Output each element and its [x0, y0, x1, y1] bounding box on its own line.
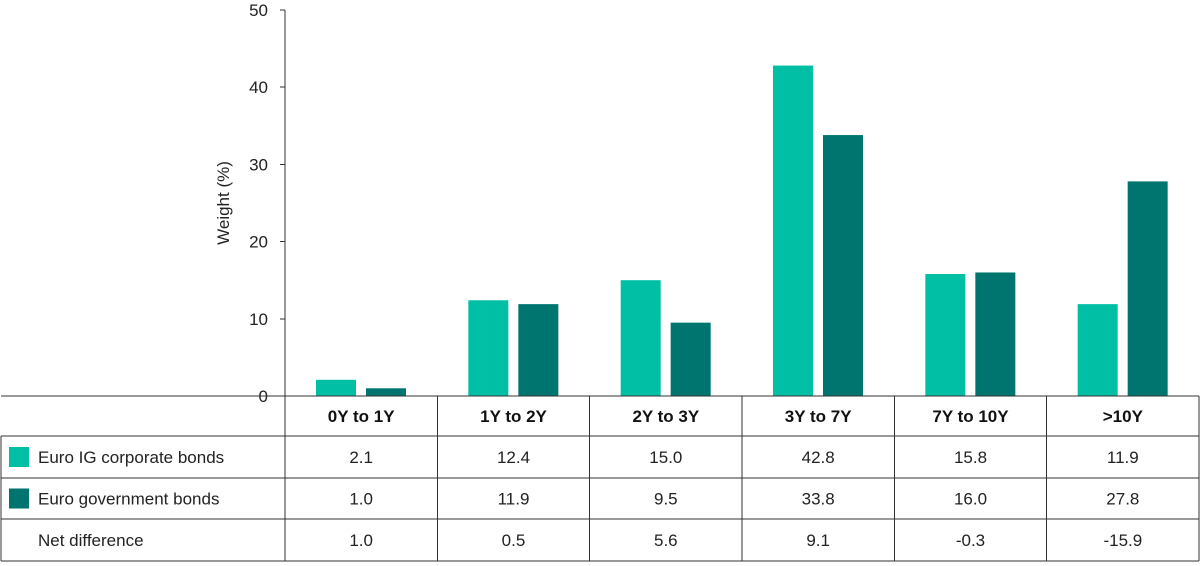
y-tick-label: 30 [249, 155, 268, 174]
category-label: >10Y [1103, 407, 1144, 426]
bar-government [366, 388, 406, 396]
y-tick-label: 10 [249, 310, 268, 329]
table-cell-value: 9.5 [654, 490, 678, 509]
table-cell-value: 0.5 [502, 531, 526, 550]
y-tick-label: 20 [249, 233, 268, 252]
table-cell-value: 5.6 [654, 531, 678, 550]
table-cell-value: -15.9 [1103, 531, 1142, 550]
category-label: 3Y to 7Y [785, 407, 852, 426]
bar-corporate [316, 379, 356, 396]
bar-government [823, 135, 863, 396]
bars [316, 65, 1168, 397]
category-label: 0Y to 1Y [328, 407, 395, 426]
table-cell-value: 1.0 [349, 531, 373, 550]
y-tick-label: 40 [249, 78, 268, 97]
category-label: 7Y to 10Y [932, 407, 1009, 426]
bar-government [1127, 181, 1168, 396]
table-cell-value: 9.1 [806, 531, 830, 550]
row-label: Net difference [38, 531, 144, 550]
data-table: 0Y to 1Y 1Y to 2Y 2Y to 3Y 3Y to 7Y 7Y to 10… [0, 395, 1200, 562]
bar-government [975, 272, 1016, 396]
bar-corporate [1077, 304, 1118, 396]
table-cell-value: 11.9 [498, 490, 530, 509]
row-label: Euro government bonds [38, 490, 219, 509]
y-tick-label: 50 [249, 1, 268, 20]
bar-corporate [925, 274, 966, 396]
table-cell-value: 12.4 [497, 448, 530, 467]
bar-government [518, 304, 559, 396]
bar-corporate [773, 65, 813, 397]
table-cell-value: 42.8 [802, 448, 835, 467]
legend-swatch [9, 488, 29, 509]
category-label: 2Y to 3Y [632, 407, 699, 426]
table-cell-value: 1.0 [349, 490, 373, 509]
table-cell-value: 27.8 [1106, 490, 1139, 509]
table-cell-value: 15.8 [954, 448, 987, 467]
category-label: 1Y to 2Y [480, 407, 547, 426]
table-cell-value: 11.9 [1107, 448, 1139, 467]
table-cell-value: -0.3 [956, 531, 985, 550]
table-cell-value: 33.8 [802, 490, 835, 509]
table-cell-value: 16.0 [954, 490, 987, 509]
y-axis-label: Weight (%) [214, 161, 233, 245]
row-label: Euro IG corporate bonds [38, 448, 224, 467]
bar-government [670, 322, 711, 396]
bar-corporate [620, 280, 661, 396]
table-cell-value: 2.1 [349, 448, 373, 467]
legend-swatch [9, 447, 29, 467]
table-cell-value: 15.0 [649, 448, 682, 467]
bar-corporate [468, 300, 509, 396]
